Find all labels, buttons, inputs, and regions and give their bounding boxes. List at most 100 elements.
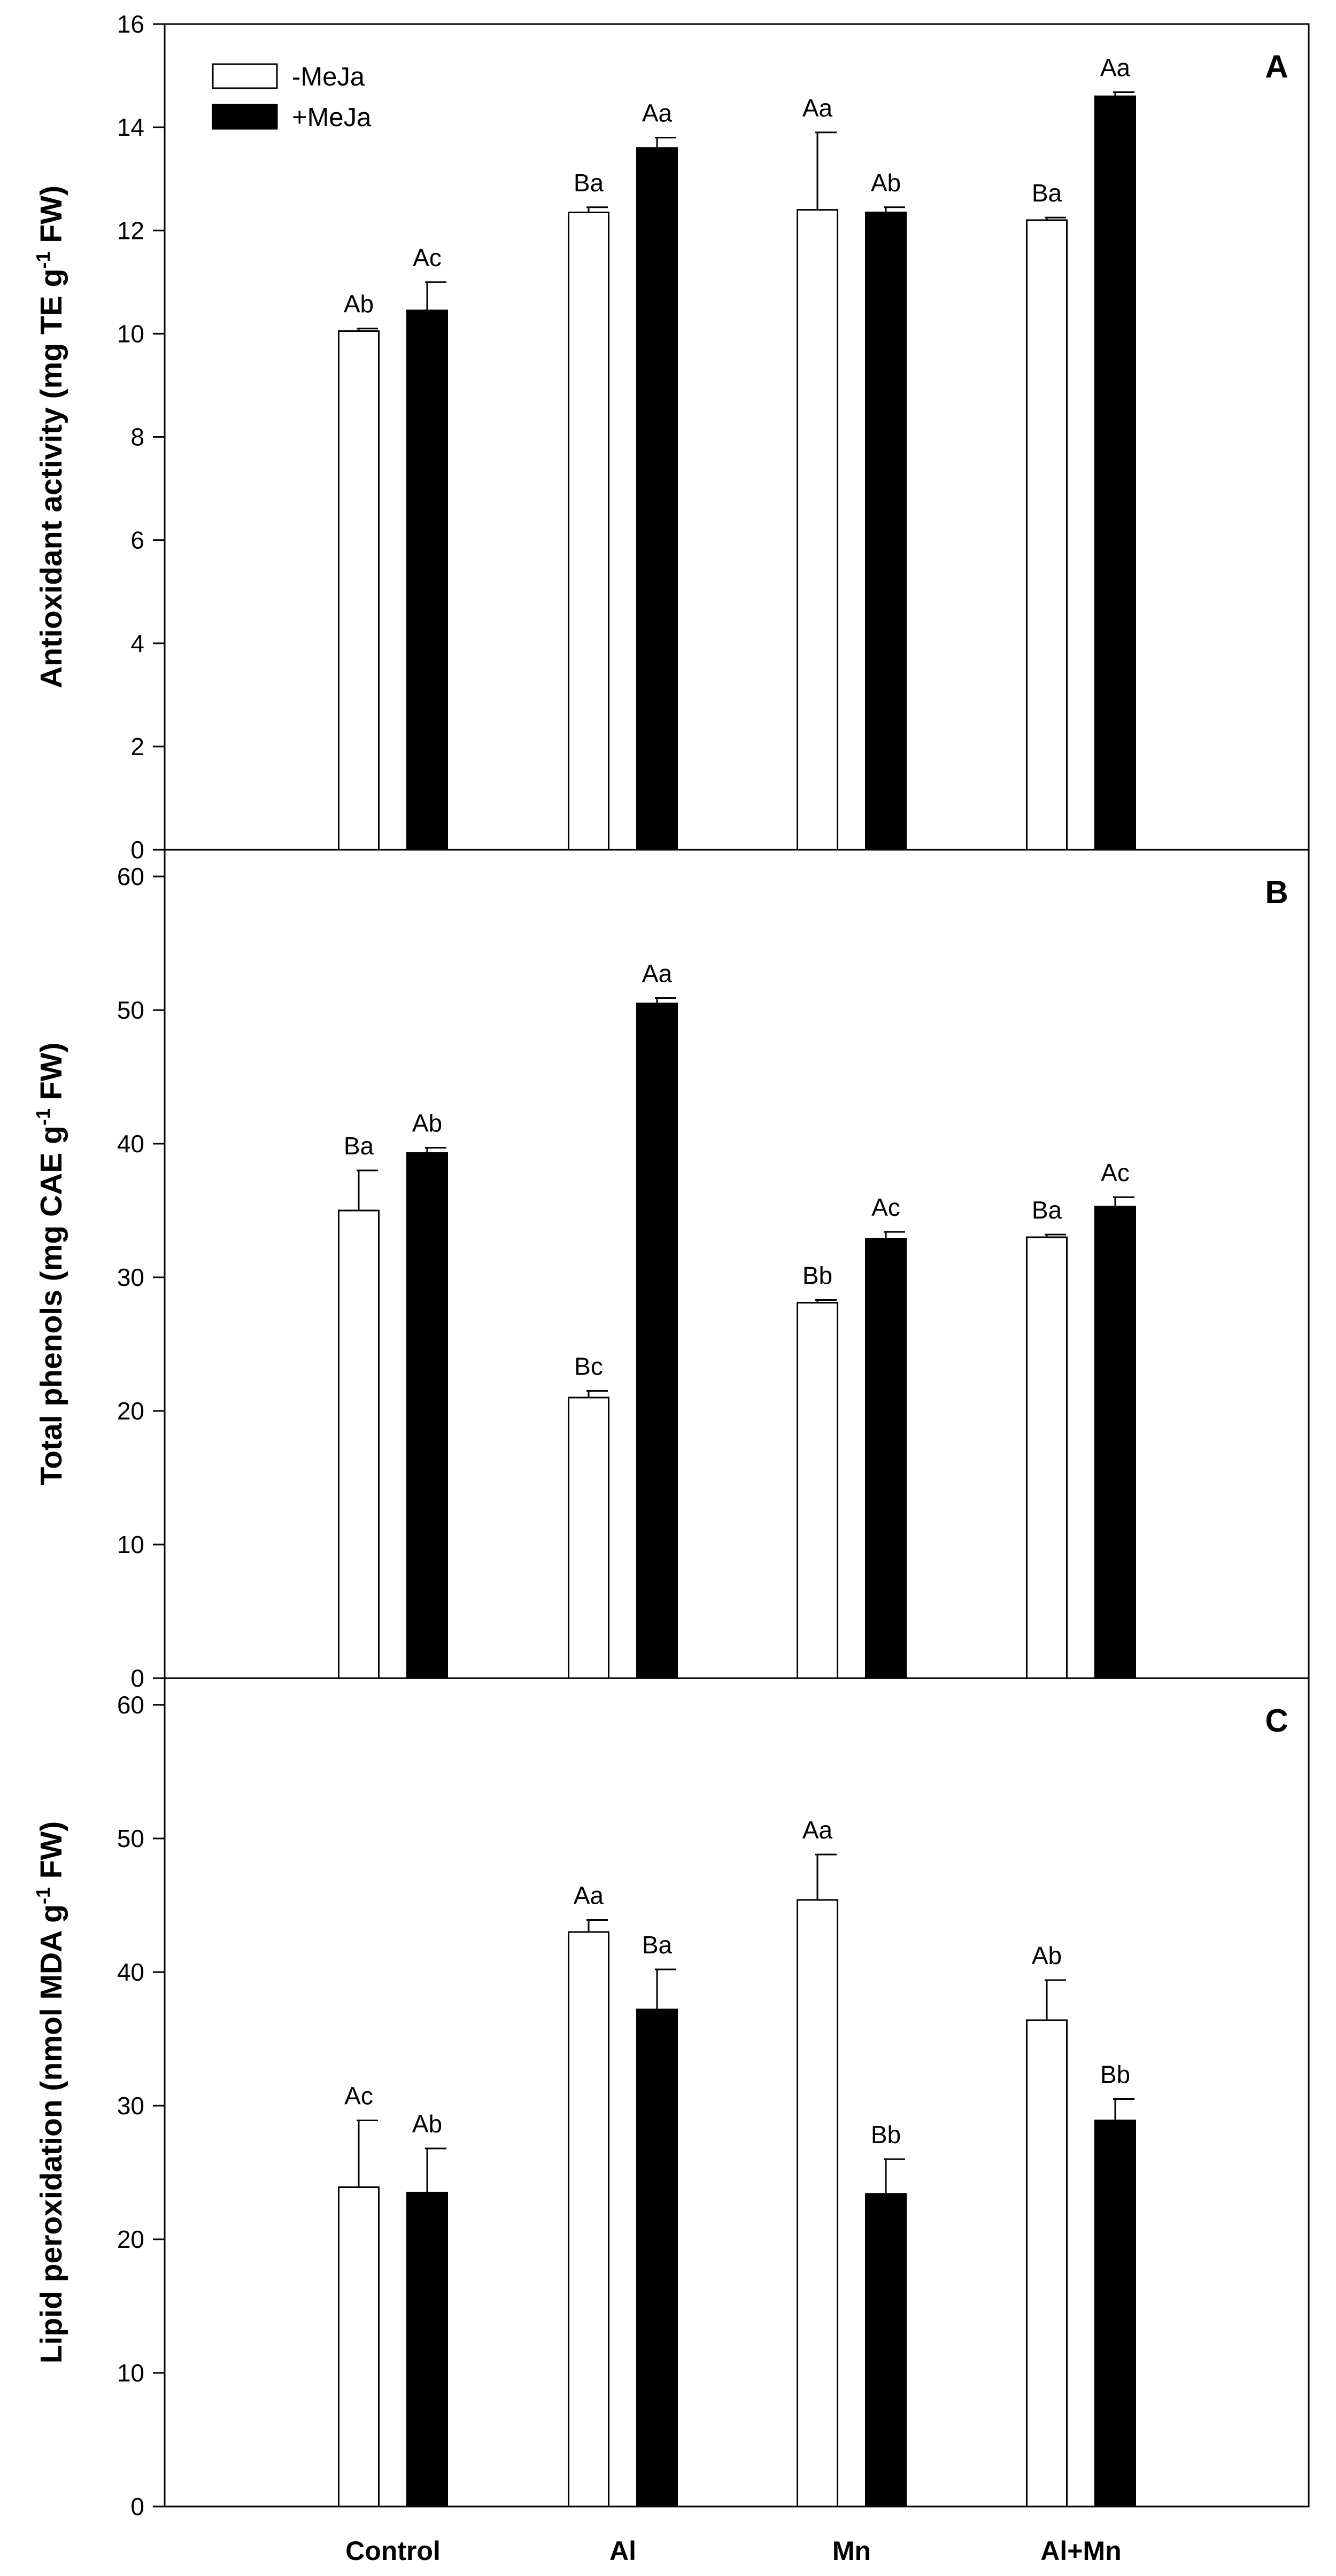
significance-label: Ac	[344, 2082, 373, 2110]
y-tick-label: 0	[130, 2493, 144, 2520]
significance-label: Ac	[1101, 1159, 1130, 1186]
bar-b-meja-0	[338, 1209, 380, 1679]
y-tick-label: 60	[117, 863, 144, 890]
bar-b-meja-2	[865, 1238, 907, 1679]
bar-b-meja-1	[636, 1003, 678, 1679]
y-tick-label: 30	[117, 2092, 144, 2120]
bar-c-meja-1	[636, 2008, 678, 2508]
y-axis-label: Total phenols (mg CAE g-1 FW)	[32, 1043, 68, 1486]
y-tick-label: 12	[117, 216, 144, 244]
bar-b-meja-2	[797, 1302, 838, 1679]
panel-letter: A	[1265, 49, 1288, 84]
y-axis-label-unit: FW)	[34, 185, 68, 251]
y-axis-label: Lipid peroxidation (nmol MDA g-1 FW)	[32, 1821, 68, 2364]
x-category-label: Al+Mn	[1040, 2536, 1121, 2566]
significance-label: Ba	[642, 1931, 673, 1959]
x-category-label: Control	[345, 2536, 441, 2566]
panel-letter: B	[1265, 874, 1288, 910]
bar-a-meja-2	[865, 211, 907, 851]
panel-c: 0 10 20 30 40 50 60 Lipid peroxidation (nmol MD…	[32, 1677, 1310, 2520]
y-axis-label-superscript: -1	[32, 1887, 54, 1904]
significance-label: Aa	[642, 99, 673, 127]
plot-frame	[164, 849, 1310, 1679]
legend-swatch	[212, 63, 278, 89]
significance-label: Bb	[871, 2121, 901, 2148]
chart-root: 0 2 4 6 8 10 12 14 16 Antioxidant activity (mg TE…	[32, 10, 1310, 2566]
y-tick-label: 14	[117, 113, 144, 141]
significance-label: Bc	[574, 1353, 603, 1380]
y-tick-label: 40	[117, 1958, 144, 1986]
y-tick-label: 6	[130, 526, 144, 554]
x-category-label: Mn	[832, 2536, 871, 2566]
y-axis-label: Antioxidant activity (mg TE g-1 FW)	[32, 185, 68, 688]
y-tick-label: 10	[117, 2359, 144, 2387]
plot-frame	[164, 23, 1310, 851]
significance-label: Ab	[412, 1109, 442, 1137]
significance-label: Bb	[802, 1262, 832, 1290]
legend-swatch	[212, 104, 278, 130]
y-tick-label: 50	[117, 996, 144, 1024]
y-tick-label: 30	[117, 1263, 144, 1291]
bar-b-meja-0	[406, 1152, 448, 1679]
significance-label: Aa	[1100, 53, 1131, 81]
bar-a-meja-3	[1094, 95, 1136, 851]
bar-a-meja-1	[636, 147, 678, 851]
panel-b: 0 10 20 30 40 50 60 Total phenols (mg CAE g-1 F…	[32, 849, 1310, 1692]
significance-label: Aa	[574, 1882, 604, 1910]
y-axis-label-text: Lipid peroxidation (nmol MDA g	[34, 1904, 68, 2363]
x-category-label: Al	[609, 2536, 636, 2566]
y-tick-label: 20	[117, 1397, 144, 1425]
y-tick-label: 10	[117, 320, 144, 347]
bar-a-meja-2	[797, 209, 838, 851]
bar-b-meja-1	[568, 1396, 609, 1679]
bar-c-meja-2	[797, 1899, 838, 2508]
bar-a-meja-3	[1026, 219, 1068, 851]
significance-label: Aa	[642, 960, 673, 988]
y-tick-label: 8	[130, 423, 144, 451]
significance-label: Ab	[344, 290, 374, 318]
panel-a: 0 2 4 6 8 10 12 14 16 Antioxidant activity (mg TE…	[32, 10, 1310, 864]
y-tick-label: 40	[117, 1130, 144, 1158]
y-axis-label-unit: FW)	[34, 1821, 68, 1887]
legend: -MeJa +MeJa	[212, 63, 372, 132]
y-tick-label: 50	[117, 1825, 144, 1852]
significance-label: Ba	[574, 169, 604, 197]
significance-label: Ba	[344, 1132, 374, 1160]
y-tick-label: 20	[117, 2225, 144, 2253]
bar-c-meja-0	[338, 2186, 380, 2508]
y-tick-label: 16	[117, 10, 144, 38]
significance-label: Ba	[1032, 1196, 1062, 1224]
y-tick-label: 2	[130, 733, 144, 761]
bar-c-meja-0	[406, 2192, 448, 2508]
bar-a-meja-0	[406, 309, 448, 851]
significance-label: Aa	[802, 94, 833, 122]
y-axis-label-superscript: -1	[32, 1108, 54, 1126]
y-axis-label-superscript: -1	[32, 252, 54, 269]
y-tick-label: 4	[130, 630, 144, 657]
bar-a-meja-0	[338, 330, 380, 851]
panel-letter: C	[1265, 1703, 1288, 1739]
plot-frame	[164, 1677, 1310, 2508]
significance-label: Bb	[1100, 2061, 1130, 2089]
significance-label: Ba	[1032, 179, 1062, 207]
legend-entry: +MeJa	[292, 103, 372, 132]
y-tick-label: 0	[130, 836, 144, 864]
y-axis-label-text: Total phenols (mg CAE g	[34, 1126, 68, 1485]
legend-entry: -MeJa	[292, 63, 365, 91]
significance-label: Aa	[802, 1816, 833, 1844]
bar-c-meja-2	[865, 2193, 907, 2508]
bar-b-meja-3	[1026, 1236, 1068, 1679]
significance-label: Ab	[412, 2110, 442, 2138]
significance-label: Ac	[413, 244, 442, 271]
bar-a-meja-1	[568, 211, 609, 851]
y-axis-label-text: Antioxidant activity (mg TE g	[34, 269, 68, 688]
significance-label: Ab	[871, 169, 901, 197]
bar-c-meja-3	[1094, 2120, 1136, 2508]
bar-c-meja-1	[568, 1931, 609, 2508]
y-tick-label: 10	[117, 1531, 144, 1558]
bar-b-meja-3	[1094, 1206, 1136, 1679]
y-tick-label: 0	[130, 1664, 144, 1692]
significance-label: Ac	[871, 1193, 900, 1221]
y-tick-label: 60	[117, 1691, 144, 1719]
